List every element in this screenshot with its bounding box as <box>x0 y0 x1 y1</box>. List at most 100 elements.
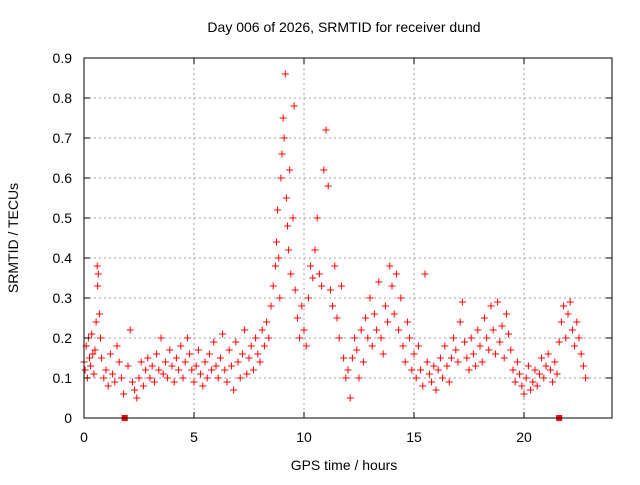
data-point <box>287 270 295 278</box>
data-point <box>375 278 383 286</box>
data-point <box>216 354 224 362</box>
data-point <box>157 334 165 342</box>
data-point <box>467 334 475 342</box>
data-point <box>474 326 482 334</box>
data-point <box>491 350 499 358</box>
data-point <box>225 346 233 354</box>
data-point <box>205 350 213 358</box>
data-point <box>445 378 453 386</box>
data-point <box>275 254 283 262</box>
data-point <box>128 378 136 386</box>
data-point <box>428 378 436 386</box>
data-point <box>456 318 464 326</box>
data-point <box>443 362 451 370</box>
data-point <box>335 334 343 342</box>
data-point <box>476 342 484 350</box>
data-point <box>412 374 420 382</box>
data-point <box>181 358 189 366</box>
data-point <box>208 366 216 374</box>
data-point <box>377 334 385 342</box>
data-point <box>434 366 442 374</box>
data-point <box>318 282 326 290</box>
data-point <box>175 366 183 374</box>
data-point <box>219 330 227 338</box>
data-point <box>520 390 528 398</box>
data-point <box>81 366 89 374</box>
data-point <box>304 294 312 302</box>
y-tick-label: 0.5 <box>53 210 73 226</box>
data-point <box>203 374 211 382</box>
data-point <box>344 366 352 374</box>
data-point <box>573 318 581 326</box>
data-point <box>392 270 400 278</box>
data-point <box>480 314 488 322</box>
data-point <box>113 342 121 350</box>
data-point <box>126 326 134 334</box>
data-point <box>90 370 98 378</box>
data-point <box>439 374 447 382</box>
data-point <box>500 354 508 362</box>
data-point <box>286 166 294 174</box>
data-point <box>291 286 299 294</box>
data-point <box>124 362 132 370</box>
data-point <box>276 294 284 302</box>
data-point <box>441 342 449 350</box>
data-point <box>549 378 557 386</box>
y-tick-label: 0.1 <box>53 370 73 386</box>
data-point <box>223 378 231 386</box>
data-point <box>399 342 407 350</box>
data-point <box>432 386 440 394</box>
data-point <box>355 374 363 382</box>
data-point <box>342 374 350 382</box>
data-point <box>102 366 110 374</box>
data-point <box>551 358 559 366</box>
data-point <box>320 166 328 174</box>
data-point <box>579 362 587 370</box>
data-point <box>241 326 249 334</box>
data-point <box>238 350 246 358</box>
y-tick-label: 0.4 <box>53 250 73 266</box>
data-point <box>104 382 112 390</box>
data-point <box>131 386 139 394</box>
data-point <box>381 302 389 310</box>
data-point <box>247 342 255 350</box>
data-point <box>293 314 301 322</box>
data-point <box>137 358 145 366</box>
data-point <box>364 334 372 342</box>
data-point <box>555 338 563 346</box>
data-point <box>414 342 422 350</box>
grid-lines <box>84 58 612 418</box>
data-point <box>106 350 114 358</box>
data-point <box>450 334 458 342</box>
data-point <box>417 366 425 374</box>
data-point <box>329 302 337 310</box>
data-point <box>98 354 106 362</box>
data-point <box>408 366 416 374</box>
data-point <box>509 366 517 374</box>
data-point <box>155 366 163 374</box>
x-axis-label: GPS time / hours <box>291 457 398 473</box>
data-point <box>516 370 524 378</box>
data-point <box>322 126 330 134</box>
data-point <box>150 378 158 386</box>
data-point <box>115 358 123 366</box>
data-point <box>142 366 150 374</box>
data-point <box>298 302 306 310</box>
data-point <box>313 214 321 222</box>
data-point <box>245 354 253 362</box>
data-point <box>384 318 392 326</box>
data-point <box>94 282 102 290</box>
data-point <box>269 282 277 290</box>
data-point <box>522 374 530 382</box>
data-point <box>540 374 548 382</box>
data-point <box>577 350 585 358</box>
data-point <box>483 334 491 342</box>
x-tick-label: 5 <box>190 429 198 445</box>
data-point <box>278 150 286 158</box>
data-point <box>277 174 285 182</box>
data-point <box>234 358 242 366</box>
data-point <box>188 366 196 374</box>
data-point <box>243 370 251 378</box>
data-point <box>485 346 493 354</box>
data-point <box>403 318 411 326</box>
